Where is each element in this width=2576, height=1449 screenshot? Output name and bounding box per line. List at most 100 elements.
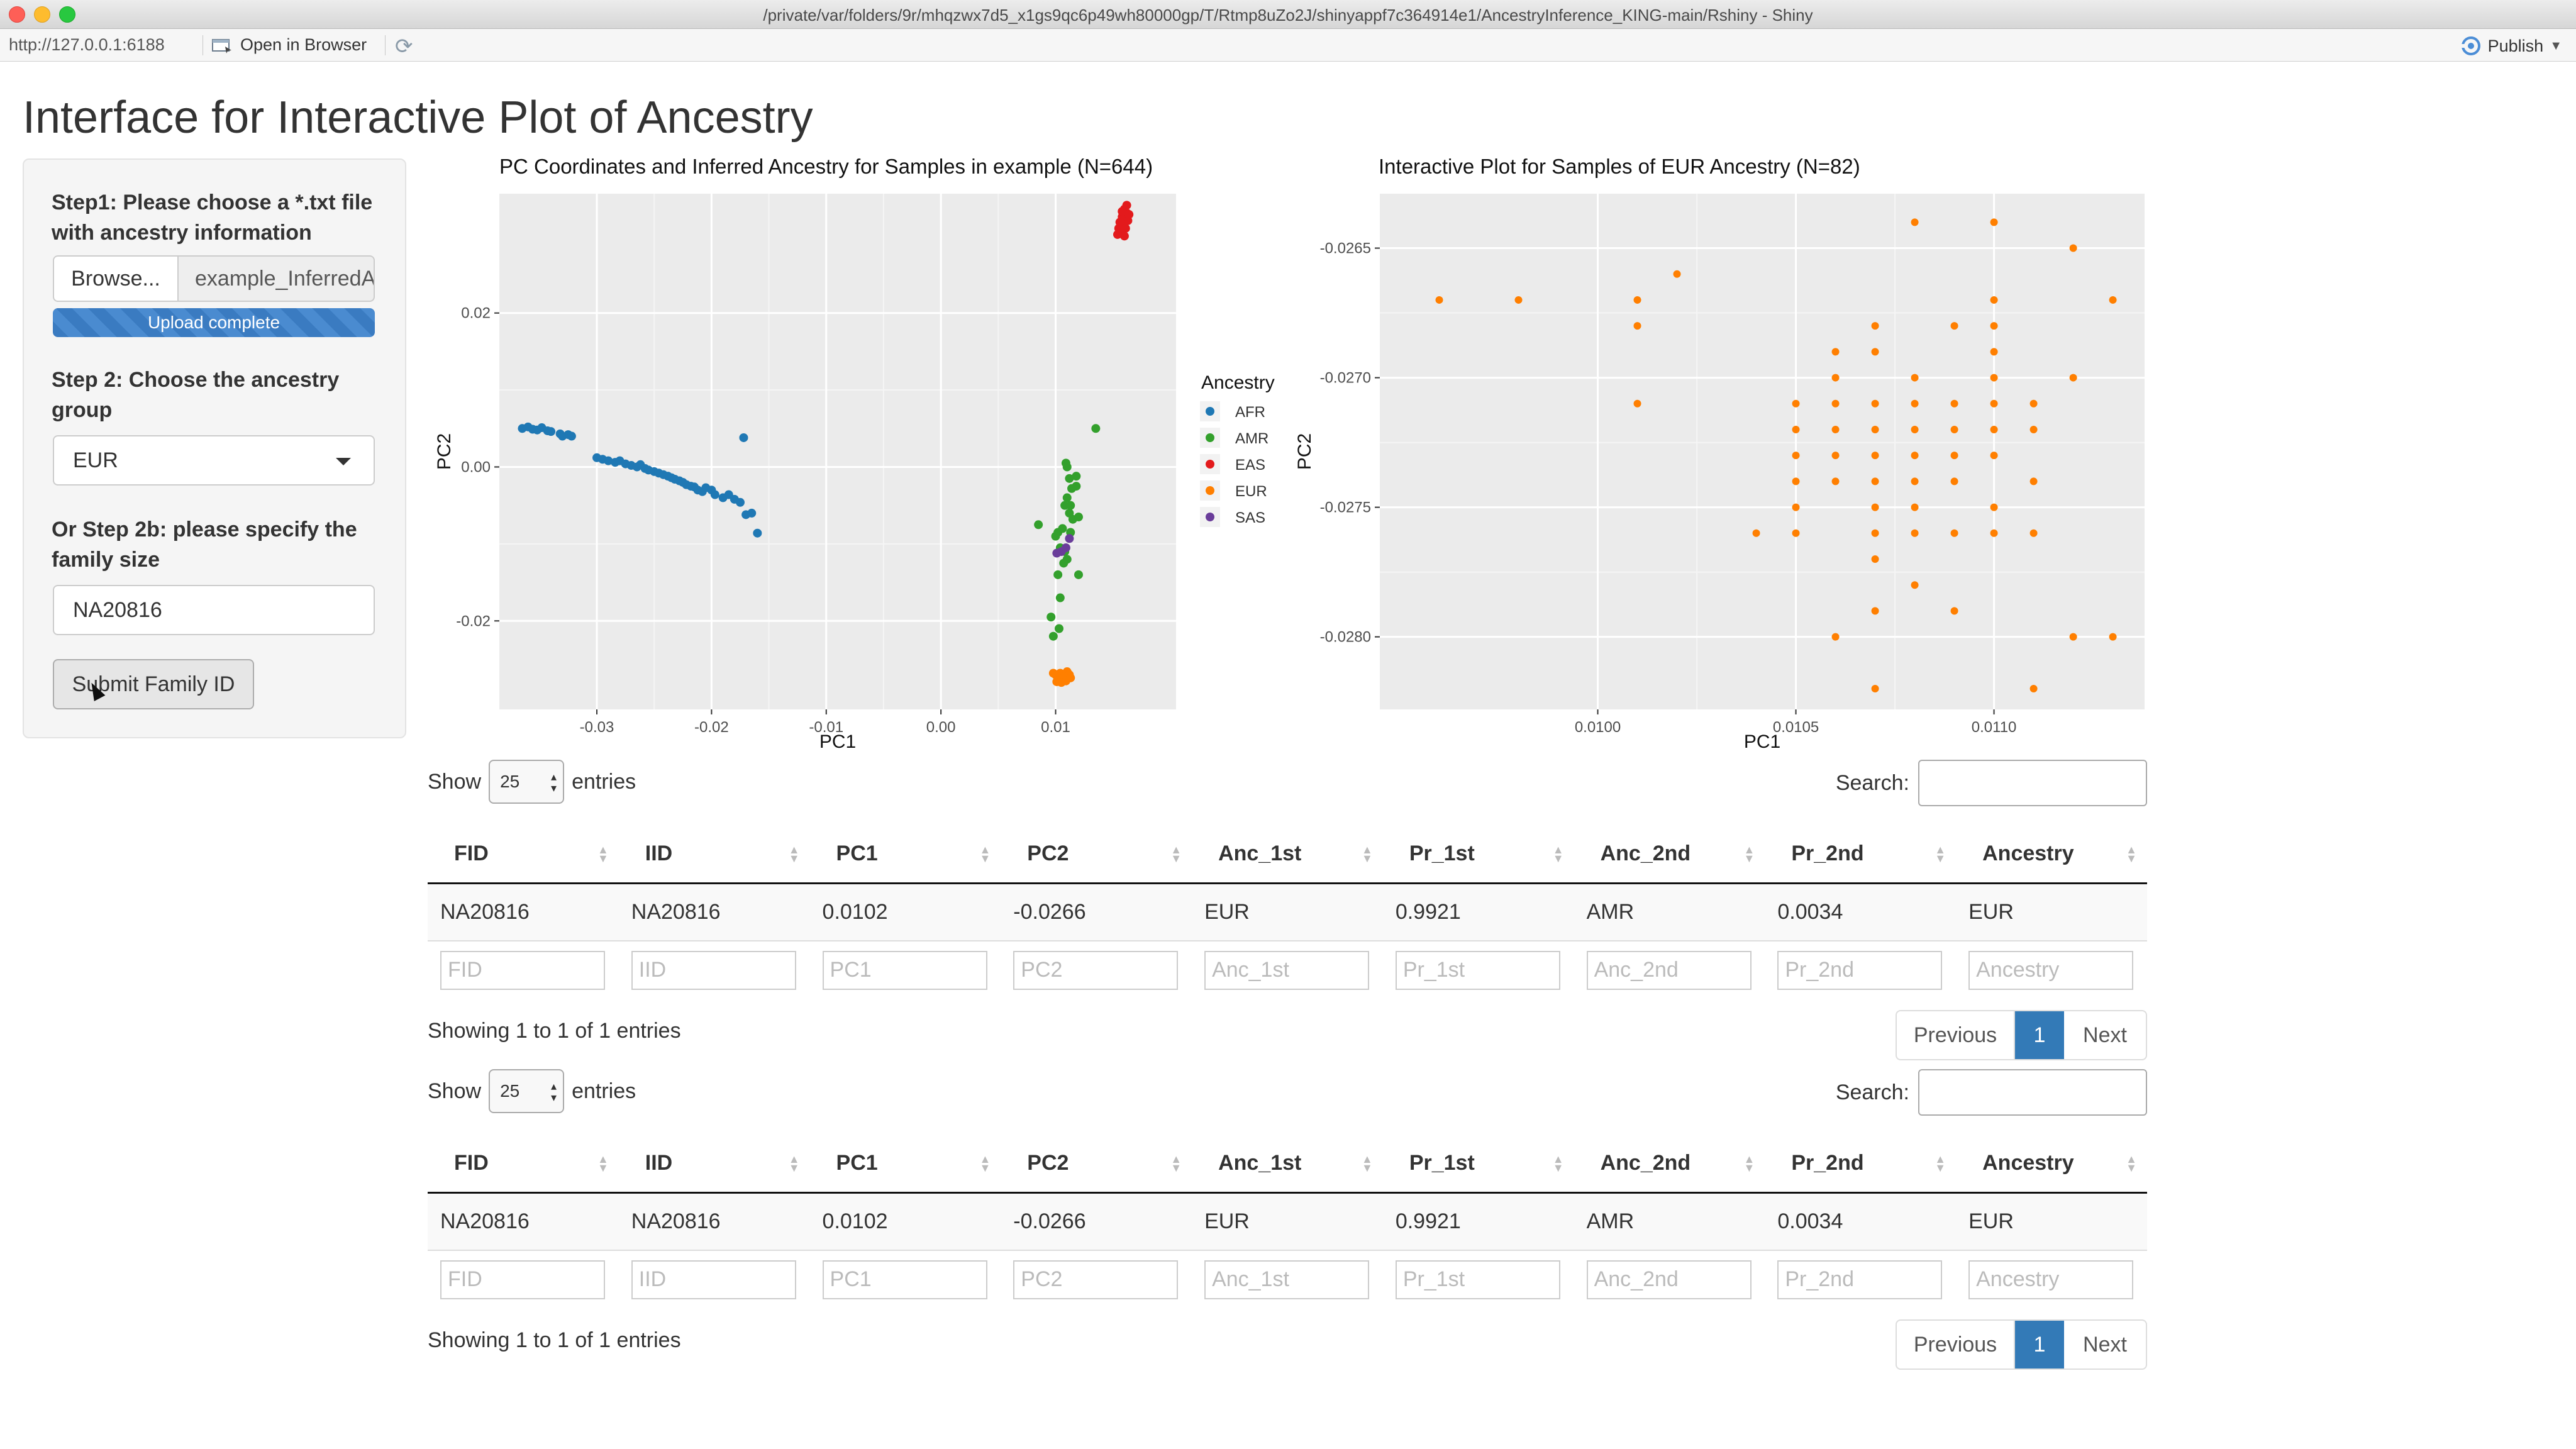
column-filter-anc_1st[interactable]: Anc_1st (1204, 1260, 1370, 1299)
column-header-pr_1st[interactable]: Pr_1st ▲ ▼ (1382, 1135, 1574, 1194)
step2-label: Step 2: Choose the ancestry group (52, 368, 340, 422)
filter-cell: IID (619, 1250, 810, 1308)
sort-icon: ▲ ▼ (597, 843, 609, 865)
x-tick-label: 0.0100 (1575, 719, 1621, 736)
table-info: Showing 1 to 1 of 1 entries (428, 1328, 681, 1352)
y-tick-label: -0.02 (456, 613, 491, 630)
column-header-iid[interactable]: IID ▲ ▼ (618, 825, 810, 884)
search-input[interactable] (1918, 760, 2147, 806)
filter-row: FID IID PC1 PC2 Anc_1st Pr_1st Anc_2nd Pr_2nd An… (428, 1250, 2147, 1308)
column-filter-ancestry[interactable]: Ancestry (1968, 950, 2134, 990)
table-cell-iid: NA20816 (618, 883, 810, 941)
table-row[interactable]: NA20816 NA20816 0.0102 -0.0266 EUR 0.9921 AMR 0… (428, 883, 2147, 941)
column-header-label: Pr_2nd (1791, 1150, 1864, 1175)
sort-icon: ▲ ▼ (1743, 1153, 1755, 1174)
column-header-anc_2nd[interactable]: Anc_2nd ▲ ▼ (1574, 1135, 1765, 1194)
column-header-label: Anc_2nd (1600, 1150, 1691, 1175)
column-filter-ancestry[interactable]: Ancestry (1968, 1260, 2134, 1299)
next-page-button[interactable]: Next (2083, 1332, 2127, 1357)
publish-button[interactable]: Publish ▼ (2460, 35, 2562, 57)
data-point-eur (1633, 296, 1641, 304)
column-header-ancestry[interactable]: Ancestry ▲ ▼ (1956, 825, 2147, 884)
filter-cell: Anc_1st (1192, 941, 1383, 999)
table-row[interactable]: NA20816 NA20816 0.0102 -0.0266 EUR 0.9921 AMR 0… (428, 1192, 2147, 1251)
page-length-select[interactable]: 25 ▴ ▾ (489, 1069, 565, 1113)
column-filter-pr_1st[interactable]: Pr_1st (1395, 950, 1560, 990)
page-length-select[interactable]: 25 ▴ ▾ (489, 760, 565, 804)
data-point-sas (1065, 534, 1074, 543)
column-filter-iid[interactable]: IID (631, 1260, 796, 1299)
column-filter-fid[interactable]: FID (440, 950, 605, 990)
column-header-pc2[interactable]: PC2 ▲ ▼ (1001, 1135, 1192, 1194)
data-point-eur (1950, 452, 1958, 460)
data-point-eur (1990, 374, 1998, 382)
search-input[interactable] (1918, 1069, 2147, 1116)
data-point-eur (1831, 425, 1840, 433)
column-filter-pc2[interactable]: PC2 (1013, 1260, 1179, 1299)
data-point-eur (1514, 296, 1523, 304)
data-point-eur (2109, 633, 2117, 641)
column-header-pc1[interactable]: PC1 ▲ ▼ (809, 1135, 1001, 1194)
current-page-button[interactable]: 1 (2015, 1011, 2064, 1059)
column-filter-pc1[interactable]: PC1 (822, 950, 987, 990)
column-header-label: PC1 (836, 1150, 878, 1175)
plot1-legend: Ancestry AFR AMR EAS EUR SAS (1200, 372, 1275, 527)
column-header-label: Ancestry (1982, 841, 2074, 865)
submit-family-id-button[interactable]: Submit Family ID (53, 659, 254, 709)
minimize-window-button[interactable] (34, 6, 50, 23)
column-filter-anc_2nd[interactable]: Anc_2nd (1586, 1260, 1752, 1299)
next-page-button[interactable]: Next (2083, 1023, 2127, 1047)
data-point-eur (2029, 477, 2038, 486)
data-point-eas (1113, 230, 1122, 239)
family-id-input[interactable]: NA20816 (53, 585, 375, 635)
column-header-anc_1st[interactable]: Anc_1st ▲ ▼ (1192, 825, 1383, 884)
column-header-iid[interactable]: IID ▲ ▼ (618, 1135, 810, 1194)
column-filter-pc1[interactable]: PC1 (822, 1260, 987, 1299)
column-header-label: PC2 (1027, 841, 1069, 865)
data-point-afr (547, 427, 556, 436)
close-window-button[interactable] (9, 6, 25, 23)
column-header-anc_2nd[interactable]: Anc_2nd ▲ ▼ (1574, 825, 1765, 884)
zoom-window-button[interactable] (59, 6, 75, 23)
data-point-eur (1871, 348, 1879, 356)
column-header-pc1[interactable]: PC1 ▲ ▼ (809, 825, 1001, 884)
refresh-icon[interactable]: ⟳ (395, 35, 413, 58)
plot2-title: Interactive Plot for Samples of EUR Ance… (1379, 155, 1860, 178)
column-header-label: Pr_2nd (1791, 841, 1864, 865)
open-in-browser-button[interactable]: Open in Browser (211, 35, 367, 55)
ancestry-select[interactable]: EUR (53, 435, 375, 486)
table-cell-pr_2nd: 0.0034 (1765, 1192, 1957, 1251)
previous-page-button[interactable]: Previous (1897, 1321, 2015, 1368)
data-point-amr (1053, 570, 1063, 579)
browse-button[interactable]: Browse... (53, 255, 179, 302)
eur-interactive-plot[interactable]: Interactive Plot for Samples of EUR Ance… (1308, 155, 2151, 758)
column-filter-anc_1st[interactable]: Anc_1st (1204, 950, 1370, 990)
window-titlebar: /private/var/folders/9r/mhqzwx7d5_x1gs9q… (0, 0, 2576, 29)
column-filter-pr_2nd[interactable]: Pr_2nd (1777, 1260, 1943, 1299)
column-header-pr_2nd[interactable]: Pr_2nd ▲ ▼ (1765, 825, 1957, 884)
data-point-amr (1074, 513, 1083, 522)
column-header-label: Anc_2nd (1600, 841, 1691, 865)
column-filter-pr_1st[interactable]: Pr_1st (1395, 1260, 1560, 1299)
column-filter-anc_2nd[interactable]: Anc_2nd (1586, 950, 1752, 990)
column-header-anc_1st[interactable]: Anc_1st ▲ ▼ (1192, 1135, 1383, 1194)
y-tick-label: -0.0280 (1320, 629, 1371, 646)
column-header-label: Ancestry (1982, 1150, 2074, 1175)
page-length-value: 25 (500, 1081, 520, 1101)
data-point-eur (1052, 677, 1062, 686)
column-header-pr_1st[interactable]: Pr_1st ▲ ▼ (1382, 825, 1574, 884)
pc-ancestry-plot[interactable]: PC Coordinates and Inferred Ancestry for… (428, 155, 1308, 758)
column-header-fid[interactable]: FID ▲ ▼ (428, 1135, 619, 1194)
column-filter-iid[interactable]: IID (631, 950, 796, 990)
column-header-pr_2nd[interactable]: Pr_2nd ▲ ▼ (1765, 1135, 1957, 1194)
filter-cell: Anc_2nd (1574, 1250, 1765, 1308)
column-filter-pc2[interactable]: PC2 (1013, 950, 1179, 990)
column-filter-fid[interactable]: FID (440, 1260, 605, 1299)
current-page-button[interactable]: 1 (2015, 1321, 2064, 1368)
column-header-ancestry[interactable]: Ancestry ▲ ▼ (1956, 1135, 2147, 1194)
column-header-fid[interactable]: FID ▲ ▼ (428, 825, 619, 884)
data-point-eur (1911, 425, 1919, 433)
column-filter-pr_2nd[interactable]: Pr_2nd (1777, 950, 1943, 990)
previous-page-button[interactable]: Previous (1897, 1011, 2015, 1059)
column-header-pc2[interactable]: PC2 ▲ ▼ (1001, 825, 1192, 884)
